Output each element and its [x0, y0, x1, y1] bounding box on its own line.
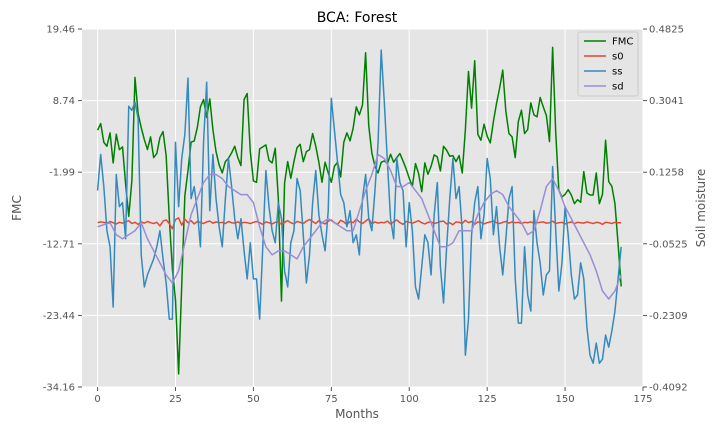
legend: FMC s0 ss sd: [577, 31, 639, 97]
y-left-tick-label: -23.44: [43, 311, 75, 322]
chart-title: BCA: Forest: [317, 10, 398, 26]
y-left-tick-label: -1.99: [49, 168, 75, 179]
legend-label-s0: s0: [612, 52, 624, 63]
y-axis-left-label: FMC: [10, 195, 24, 221]
y-axis-right-ticks: 0.4825 0.3041 0.1258 -0.0525 -0.2309 -0.4092: [643, 25, 688, 394]
x-tick-label: 150: [556, 394, 575, 405]
y-left-tick-label: 8.74: [53, 96, 75, 107]
y-right-tick-label: 0.1258: [649, 168, 684, 179]
legend-label-sd: sd: [612, 82, 624, 93]
x-tick-label: 75: [325, 394, 338, 405]
legend-label-fmc: FMC: [612, 37, 633, 48]
x-axis-label: Months: [335, 407, 379, 421]
y-right-tick-label: -0.0525: [649, 239, 688, 250]
x-tick-label: 50: [247, 394, 260, 405]
x-tick-label: 0: [94, 394, 100, 405]
y-right-tick-label: -0.2309: [649, 311, 688, 322]
x-tick-label: 100: [400, 394, 419, 405]
y-axis-right-label: Soil moisture: [694, 169, 708, 247]
y-axis-left-ticks: 19.46 8.74 -1.99 -12.71 -23.44 -34.16: [43, 25, 82, 394]
series-line-ss: [96, 49, 622, 364]
x-axis-ticks: 0 25 50 75 100 125 150 175: [94, 387, 653, 405]
series-line-fmc: [96, 46, 622, 375]
series-lines: [96, 46, 622, 375]
y-right-tick-label: 0.3041: [649, 96, 684, 107]
y-left-tick-label: -12.71: [43, 239, 75, 250]
y-left-tick-label: -34.16: [43, 383, 75, 394]
y-right-tick-label: -0.4092: [649, 383, 688, 394]
x-tick-label: 175: [633, 394, 652, 405]
x-tick-label: 125: [478, 394, 497, 405]
y-left-tick-label: 19.46: [46, 25, 75, 36]
y-right-tick-label: 0.4825: [649, 25, 684, 36]
x-tick-label: 25: [169, 394, 182, 405]
legend-label-ss: ss: [612, 67, 622, 78]
legend-box: [577, 31, 639, 97]
series-line-sd: [97, 153, 622, 300]
